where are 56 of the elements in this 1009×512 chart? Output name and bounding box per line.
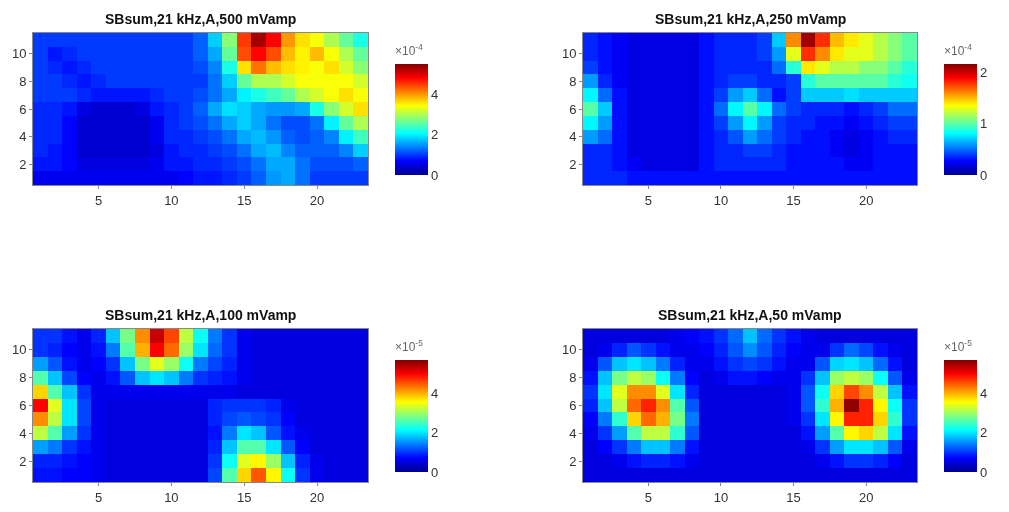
y-tick-label: 2 bbox=[19, 156, 27, 172]
chart-title: SBsum,21 kHz,A,500 mVamp bbox=[105, 11, 297, 27]
x-tick-label: 5 bbox=[644, 192, 652, 208]
x-tick-label: 5 bbox=[644, 489, 652, 505]
x-tick-label: 5 bbox=[94, 192, 103, 208]
y-tick-label: 2 bbox=[569, 156, 577, 172]
y-tick-label: 4 bbox=[19, 129, 27, 145]
color-bar-label: 2 bbox=[980, 65, 988, 81]
y-tick-label: 8 bbox=[569, 73, 577, 89]
color-bar-label: 1 bbox=[980, 116, 988, 132]
y-tick-label: 4 bbox=[569, 129, 577, 145]
color-bar-label: 4 bbox=[980, 385, 988, 401]
y-tick-label: 10 bbox=[561, 46, 577, 62]
color-bar-label: 4 bbox=[431, 86, 439, 102]
x-tick-label: 15 bbox=[236, 489, 252, 505]
chart-title: SBsum,21 kHz,A,50 mVamp bbox=[658, 307, 842, 323]
x-tick-label: 10 bbox=[164, 489, 179, 505]
y-tick-label: 2 bbox=[569, 453, 577, 469]
color-bar-title: ×10$^{-5}$ bbox=[944, 337, 973, 354]
y-tick-label: 8 bbox=[19, 73, 27, 89]
color-bar-label: 0 bbox=[980, 464, 988, 480]
x-tick-label: 10 bbox=[164, 192, 179, 208]
y-tick-label: 6 bbox=[19, 398, 27, 414]
color-bar-title: ×10$^{-5}$ bbox=[395, 337, 424, 354]
y-tick-label: 10 bbox=[11, 342, 27, 358]
y-tick-label: 10 bbox=[561, 342, 577, 358]
x-tick-label: 20 bbox=[858, 489, 874, 505]
chart-title: SBsum,21 kHz,A,250 mVamp bbox=[655, 11, 847, 27]
x-tick-label: 10 bbox=[713, 489, 729, 505]
x-tick-label: 10 bbox=[713, 192, 729, 208]
color-bar-label: 4 bbox=[431, 385, 439, 401]
x-tick-label: 15 bbox=[786, 192, 801, 208]
y-tick-label: 10 bbox=[11, 46, 27, 62]
y-tick-label: 2 bbox=[19, 453, 27, 469]
x-tick-label: 20 bbox=[309, 489, 325, 505]
color-bar-label: 0 bbox=[980, 167, 988, 183]
x-tick-label: 15 bbox=[786, 489, 801, 505]
color-bar-label: 0 bbox=[431, 167, 439, 183]
x-tick-label: 5 bbox=[94, 489, 103, 505]
y-tick-label: 6 bbox=[569, 398, 577, 414]
x-tick-label: 15 bbox=[236, 192, 252, 208]
x-tick-label: 20 bbox=[309, 192, 325, 208]
color-bar-title: ×10$^{-4}$ bbox=[395, 41, 424, 58]
chart-title: SBsum,21 kHz,A,100 mVamp bbox=[105, 307, 297, 323]
color-bar-label: 2 bbox=[431, 425, 439, 441]
x-tick-label: 20 bbox=[858, 192, 874, 208]
y-tick-label: 8 bbox=[19, 370, 27, 386]
color-bar-title: ×10$^{-4}$ bbox=[944, 41, 973, 58]
color-bar-label: 2 bbox=[980, 425, 988, 441]
y-tick-label: 4 bbox=[19, 425, 27, 441]
color-bar-label: 2 bbox=[431, 127, 439, 143]
color-bar-label: 0 bbox=[431, 464, 439, 480]
y-tick-label: 6 bbox=[569, 101, 577, 117]
y-tick-label: 6 bbox=[19, 101, 27, 117]
y-tick-label: 4 bbox=[569, 425, 577, 441]
y-tick-label: 8 bbox=[569, 370, 577, 386]
